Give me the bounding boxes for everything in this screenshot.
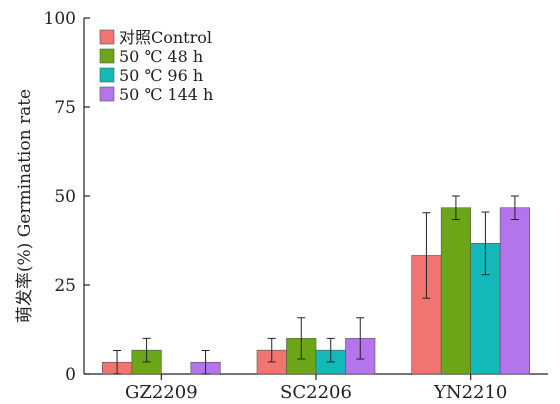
legend-label-3: 50 ℃ 96 h [119, 66, 203, 85]
legend-swatch-1 [99, 29, 115, 45]
x-tick-label-YN2210: YN2210 [433, 382, 507, 403]
legend-label-4: 50 ℃ 144 h [119, 85, 213, 104]
y-tick-label-25: 25 [54, 276, 76, 296]
legend-label-1: 对照Control [119, 28, 212, 47]
y-tick-label-0: 0 [65, 365, 76, 385]
bar-YN2210-series-4 [499, 207, 530, 375]
y-tick-label-75: 75 [54, 98, 76, 118]
bars [102, 195, 530, 375]
legend-swatch-2 [99, 48, 115, 64]
legend-swatch-3 [99, 67, 115, 83]
legend-label-2: 50 ℃ 48 h [119, 47, 203, 66]
bar-YN2210-series-2 [440, 207, 471, 375]
axes: 0 25 50 75 100 GZ2209 SC2206 YN2210 [44, 9, 548, 403]
y-tick-label-50: 50 [54, 187, 76, 207]
x-tick-label-GZ2209: GZ2209 [125, 382, 198, 403]
y-axis-label: 萌发率(%) Germination rate [15, 89, 35, 323]
x-tick-label-SC2206: SC2206 [280, 382, 352, 403]
y-tick-label-100: 100 [44, 9, 76, 29]
legend-swatch-4 [99, 86, 115, 102]
